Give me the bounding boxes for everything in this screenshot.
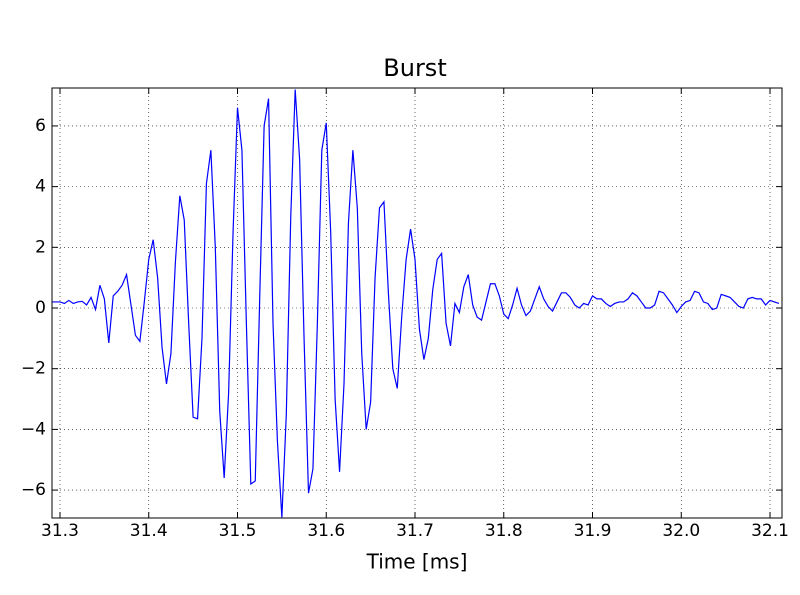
x-tick-label: 31.3 — [41, 521, 79, 541]
x-axis-label: Time [ms] — [366, 550, 468, 574]
x-tick-label: 31.8 — [485, 521, 523, 541]
chart-title: Burst — [383, 54, 446, 82]
y-tick-label: −4 — [21, 419, 46, 439]
x-tick-label: 31.4 — [130, 521, 168, 541]
y-tick-label: −6 — [21, 480, 46, 500]
x-tick-label: 32.0 — [662, 521, 700, 541]
data-line — [52, 89, 780, 518]
y-tick-label: −2 — [21, 359, 46, 379]
x-tick-label: 32.1 — [751, 521, 789, 541]
x-tick-label: 31.9 — [574, 521, 612, 541]
y-tick-label: 4 — [35, 177, 46, 197]
y-tick-label: 2 — [35, 237, 46, 257]
x-tick-label: 31.7 — [396, 521, 434, 541]
y-tick-label: 6 — [35, 116, 46, 136]
plot-frame — [51, 87, 783, 519]
x-tick-label: 31.5 — [219, 521, 257, 541]
x-tick-label: 31.6 — [307, 521, 345, 541]
y-tick-label: 0 — [35, 298, 46, 318]
